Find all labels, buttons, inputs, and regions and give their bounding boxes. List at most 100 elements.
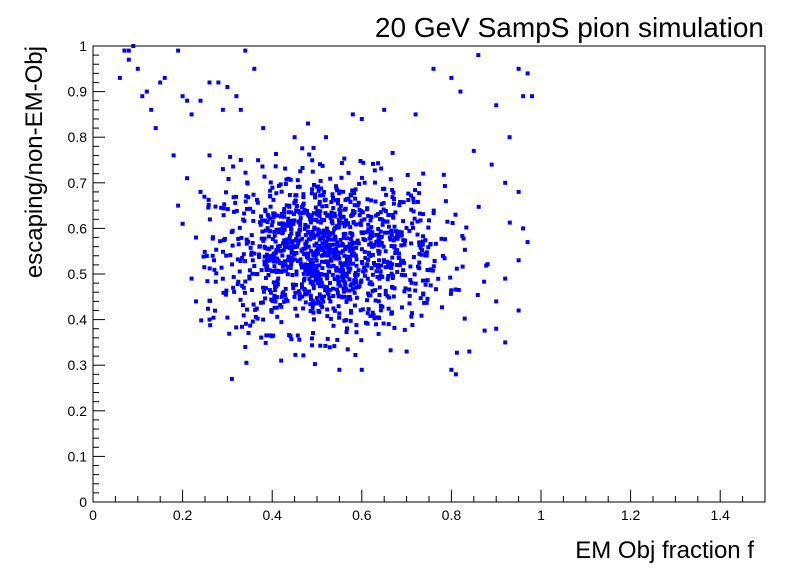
scatter-point: [357, 284, 362, 289]
scatter-point: [325, 230, 330, 234]
scatter-point: [271, 333, 276, 338]
scatter-point: [301, 195, 306, 200]
scatter-point: [372, 242, 377, 247]
scatter-point: [362, 217, 367, 222]
scatter-point: [307, 152, 312, 157]
scatter-point: [362, 265, 367, 270]
scatter-point: [419, 252, 424, 257]
scatter-point: [324, 135, 328, 140]
scatter-point: [516, 66, 521, 71]
scatter-point: [251, 192, 256, 197]
scatter-point: [410, 311, 414, 316]
scatter-point: [362, 273, 367, 278]
scatter-point: [248, 245, 253, 250]
scatter-point: [228, 253, 233, 258]
scatter-point: [212, 258, 216, 263]
scatter-point: [239, 235, 244, 240]
scatter-point: [260, 229, 265, 234]
scatter-point: [247, 268, 252, 273]
scatter-point: [262, 262, 267, 267]
y-tick-label: 0: [79, 494, 87, 510]
scatter-point: [358, 280, 363, 285]
scatter-point: [307, 289, 311, 294]
scatter-point: [402, 327, 407, 332]
scatter-point: [350, 240, 354, 245]
scatter-point: [327, 253, 332, 258]
scatter-point: [372, 168, 377, 173]
scatter-point: [346, 170, 351, 175]
scatter-point: [460, 234, 465, 238]
scatter-point: [269, 269, 274, 274]
scatter-point: [122, 48, 127, 53]
scatter-point: [140, 94, 145, 99]
scatter-point: [376, 227, 381, 231]
y-axis-label: escaping/non-EM-Obj: [21, 46, 48, 278]
scatter-point: [319, 280, 324, 285]
scatter-point: [311, 235, 316, 240]
y-tick-label: 0.8: [68, 129, 88, 145]
scatter-point: [285, 242, 290, 247]
scatter-point: [316, 272, 321, 277]
scatter-point: [338, 212, 342, 217]
scatter-point: [250, 288, 254, 292]
scatter-point: [367, 228, 372, 233]
scatter-point: [305, 224, 310, 229]
scatter-point: [257, 244, 262, 249]
scatter-point: [356, 241, 361, 246]
scatter-point: [325, 249, 330, 254]
scatter-point: [389, 310, 394, 315]
scatter-point: [320, 241, 325, 246]
scatter-point: [302, 288, 307, 292]
scatter-point: [405, 173, 410, 177]
scatter-point: [248, 323, 253, 328]
scatter-point: [206, 202, 211, 207]
scatter-point: [399, 243, 404, 248]
scatter-point: [344, 287, 348, 292]
scatter-point: [482, 279, 487, 284]
scatter-point: [350, 231, 354, 236]
scatter-point: [230, 243, 235, 248]
scatter-point: [349, 310, 353, 315]
scatter-point: [263, 228, 268, 233]
scatter-point: [262, 236, 267, 241]
scatter-point: [240, 283, 245, 288]
scatter-point: [436, 276, 441, 281]
scatter-point: [420, 248, 425, 253]
scatter-point: [311, 145, 316, 150]
scatter-point: [313, 192, 318, 197]
scatter-point: [420, 239, 425, 244]
scatter-point: [297, 184, 302, 189]
scatter-point: [335, 243, 340, 248]
scatter-point: [312, 362, 317, 367]
scatter-point: [344, 318, 349, 323]
scatter-point: [302, 252, 307, 257]
scatter-point: [268, 204, 273, 209]
scatter-point: [352, 303, 357, 308]
scatter-point: [460, 264, 465, 269]
scatter-point: [176, 48, 181, 53]
scatter-point: [317, 292, 322, 297]
scatter-point: [399, 233, 404, 238]
scatter-point: [378, 217, 382, 221]
scatter-point: [442, 256, 447, 261]
scatter-point: [327, 243, 332, 247]
scatter-point: [267, 247, 272, 251]
scatter-point: [418, 296, 423, 301]
scatter-point: [171, 153, 176, 158]
scatter-point: [261, 289, 266, 294]
scatter-point: [404, 225, 409, 230]
scatter-point: [335, 337, 340, 342]
scatter-point: [306, 244, 311, 249]
scatter-point: [268, 193, 273, 198]
scatter-point: [319, 294, 324, 299]
scatter-point: [338, 238, 343, 242]
scatter-point: [180, 221, 185, 226]
plot-frame: [92, 45, 766, 503]
scatter-point: [359, 367, 364, 372]
scatter-point: [345, 236, 350, 241]
scatter-point: [279, 211, 284, 216]
scatter-point: [306, 230, 311, 235]
scatter-point: [333, 198, 338, 203]
scatter-point: [395, 270, 400, 274]
scatter-point: [376, 161, 381, 166]
